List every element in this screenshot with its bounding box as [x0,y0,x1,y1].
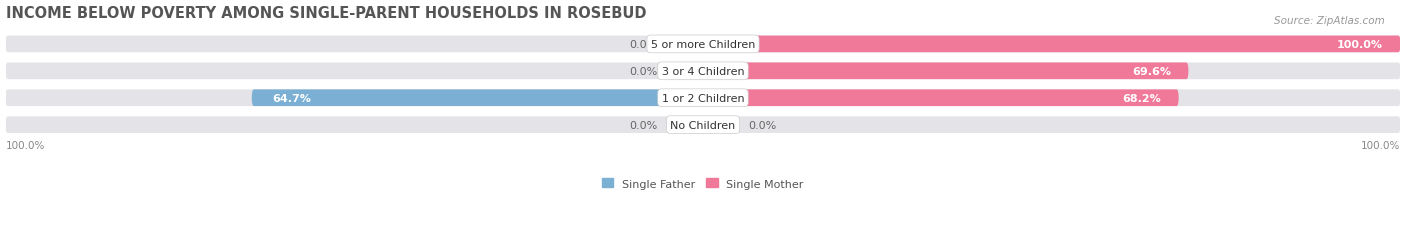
FancyBboxPatch shape [703,117,738,134]
FancyBboxPatch shape [668,117,703,134]
Text: Source: ZipAtlas.com: Source: ZipAtlas.com [1274,16,1385,26]
FancyBboxPatch shape [668,63,703,80]
Text: 0.0%: 0.0% [630,40,658,50]
Legend: Single Father, Single Mother: Single Father, Single Mother [602,179,804,189]
Text: 0.0%: 0.0% [748,120,776,130]
Text: 100.0%: 100.0% [1337,40,1384,50]
FancyBboxPatch shape [703,36,1400,53]
Text: 68.2%: 68.2% [1122,93,1161,103]
Text: INCOME BELOW POVERTY AMONG SINGLE-PARENT HOUSEHOLDS IN ROSEBUD: INCOME BELOW POVERTY AMONG SINGLE-PARENT… [6,6,645,21]
Text: 3 or 4 Children: 3 or 4 Children [662,67,744,76]
FancyBboxPatch shape [6,117,1400,134]
FancyBboxPatch shape [703,63,1188,80]
Text: 64.7%: 64.7% [273,93,312,103]
Text: No Children: No Children [671,120,735,130]
Text: 1 or 2 Children: 1 or 2 Children [662,93,744,103]
FancyBboxPatch shape [703,90,1178,107]
FancyBboxPatch shape [6,90,1400,107]
FancyBboxPatch shape [6,63,1400,80]
Text: 100.0%: 100.0% [6,141,45,151]
Text: 5 or more Children: 5 or more Children [651,40,755,50]
FancyBboxPatch shape [252,90,703,107]
Text: 0.0%: 0.0% [630,67,658,76]
Text: 0.0%: 0.0% [630,120,658,130]
Text: 100.0%: 100.0% [1361,141,1400,151]
FancyBboxPatch shape [668,36,703,53]
Text: 69.6%: 69.6% [1132,67,1171,76]
FancyBboxPatch shape [6,36,1400,53]
